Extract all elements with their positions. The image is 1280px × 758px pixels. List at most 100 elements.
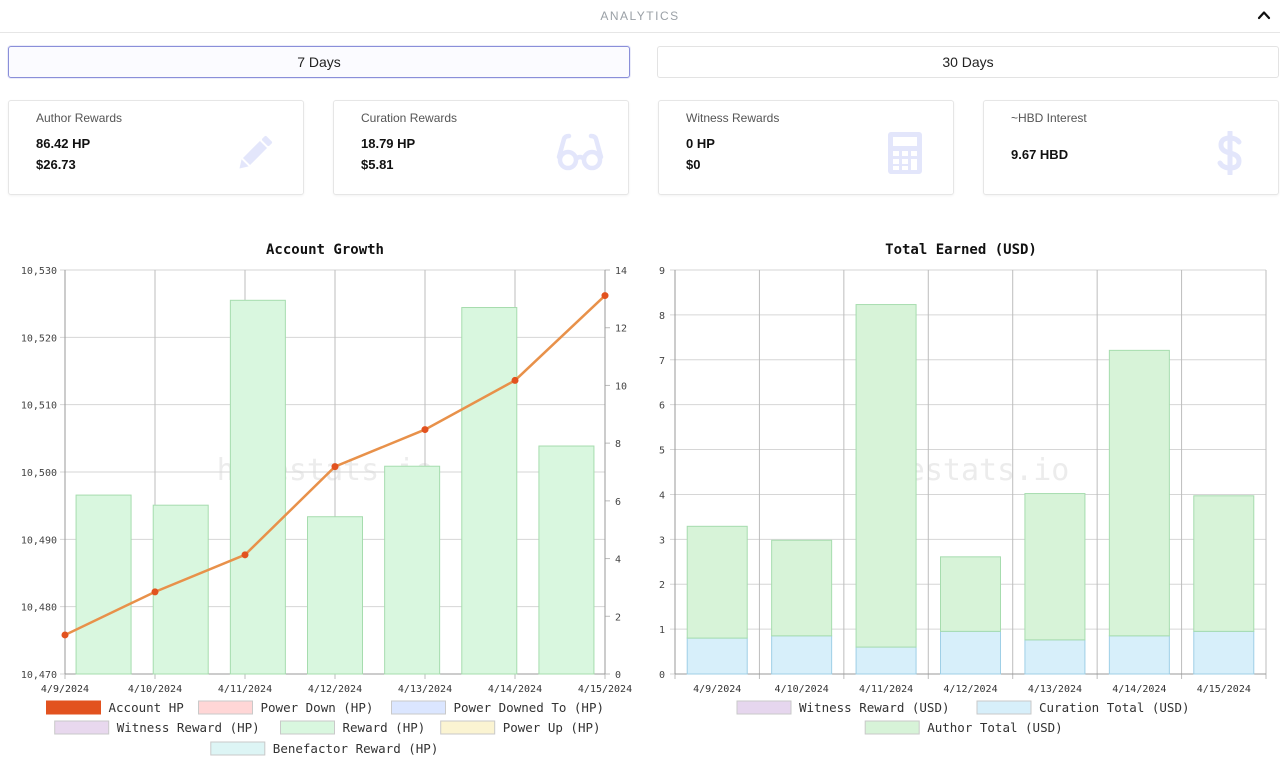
- account-hp-point: [241, 551, 249, 559]
- legend-swatch: [54, 720, 110, 735]
- dollar-icon: [1217, 131, 1242, 175]
- x-tick-label: 4/13/2024: [1028, 684, 1082, 695]
- period-7-days-button[interactable]: 7 Days: [8, 46, 630, 78]
- stacked-bar-segment: [771, 635, 833, 675]
- y-tick-label: 8: [659, 311, 665, 322]
- stacked-bar-segment: [940, 556, 1001, 632]
- y-tick-label: 3: [659, 535, 665, 546]
- legend-swatch: [736, 700, 792, 715]
- chart-title: Total Earned (USD): [885, 242, 1037, 258]
- legend-swatch: [280, 720, 335, 735]
- legend-label: Power Up (HP): [503, 720, 601, 735]
- x-tick-label: 4/11/2024: [859, 684, 913, 695]
- card-label: Witness Rewards: [686, 111, 780, 125]
- stacked-bar-segment: [940, 630, 1001, 675]
- total-earned-chart: Total Earned (USD)hivestats.io0123456789…: [659, 242, 1267, 735]
- x-tick-label: 4/15/2024: [1197, 684, 1251, 695]
- x-tick-label: 4/15/2024: [578, 684, 632, 695]
- legend-label: Power Down (HP): [261, 700, 374, 715]
- card-value-hp: 0 HP: [686, 136, 715, 151]
- stacked-bar-segment: [1108, 635, 1170, 675]
- witness-rewards-card: Witness Rewards 0 HP $0: [658, 100, 954, 195]
- legend-label: Account HP: [109, 700, 184, 715]
- legend-label: Power Downed To (HP): [454, 700, 605, 715]
- stacked-bar-segment: [1108, 349, 1170, 637]
- account-hp-point: [151, 588, 159, 596]
- x-tick-label: 4/9/2024: [693, 684, 741, 695]
- legend-swatch: [391, 700, 446, 715]
- legend-label: Reward (HP): [343, 720, 426, 735]
- y-left-tick-label: 10,510: [21, 401, 57, 412]
- legend-swatch: [440, 720, 496, 735]
- legend-swatch: [46, 700, 101, 715]
- card-value-usd: $0: [686, 157, 701, 172]
- period-30-days-button[interactable]: 30 Days: [657, 46, 1279, 78]
- y-tick-label: 6: [659, 401, 665, 412]
- card-label: Author Rewards: [36, 111, 123, 125]
- author-rewards-card: Author Rewards 86.42 HP $26.73: [8, 100, 304, 195]
- reward-bar: [75, 494, 132, 675]
- card-value-hbd: 9.67 HBD: [1011, 147, 1069, 162]
- y-tick-label: 4: [659, 490, 665, 501]
- reward-bar: [538, 445, 595, 675]
- y-right-tick-label: 14: [615, 266, 627, 277]
- y-left-tick-label: 10,500: [21, 468, 57, 479]
- stacked-bar-segment: [686, 637, 748, 675]
- y-tick-label: 1: [659, 625, 665, 636]
- reward-bar: [384, 465, 441, 675]
- legend-swatch: [210, 741, 266, 756]
- account-growth-chart: Account Growthhivestats.io10,47010,48010…: [21, 242, 632, 756]
- y-right-tick-label: 6: [615, 497, 621, 508]
- stacked-bar-segment: [686, 525, 748, 639]
- stacked-bar-segment: [1024, 493, 1086, 641]
- stacked-bar-segment: [855, 304, 917, 648]
- legend-swatch: [864, 720, 920, 735]
- reward-bar: [461, 307, 518, 675]
- y-left-tick-label: 10,480: [21, 603, 57, 614]
- legend-label: Curation Total (USD): [1039, 700, 1190, 715]
- stacked-bar-segment: [1193, 495, 1255, 632]
- card-value-hp: 18.79 HP: [361, 136, 416, 151]
- legend-label: Witness Reward (HP): [117, 720, 260, 735]
- glasses-icon: [556, 133, 604, 171]
- x-tick-label: 4/14/2024: [1112, 684, 1166, 695]
- stacked-bar-segment: [855, 646, 917, 675]
- y-right-tick-label: 4: [615, 555, 621, 566]
- x-tick-label: 4/11/2024: [218, 684, 272, 695]
- y-right-tick-label: 12: [615, 324, 627, 335]
- x-tick-label: 4/10/2024: [128, 684, 182, 695]
- y-left-tick-label: 10,470: [21, 670, 57, 681]
- account-hp-point: [421, 426, 429, 434]
- pencil-icon: [239, 135, 273, 169]
- x-tick-label: 4/12/2024: [308, 684, 362, 695]
- legend-swatch: [976, 700, 1032, 715]
- chevron-up-icon[interactable]: [1256, 7, 1272, 23]
- card-label: Curation Rewards: [361, 111, 458, 125]
- card-value-hp: 86.42 HP: [36, 136, 91, 151]
- y-right-tick-label: 10: [615, 381, 627, 392]
- calculator-icon: [888, 132, 922, 174]
- x-tick-label: 4/9/2024: [41, 684, 89, 695]
- y-right-tick-label: 8: [615, 439, 621, 450]
- reward-bar: [229, 299, 286, 675]
- legend-label: Benefactor Reward (HP): [273, 741, 439, 756]
- y-left-tick-label: 10,490: [21, 535, 57, 546]
- stacked-bar-segment: [1024, 639, 1086, 675]
- stacked-bar-segment: [771, 539, 833, 637]
- stacked-bar-segment: [1193, 630, 1255, 675]
- x-tick-label: 4/13/2024: [398, 684, 452, 695]
- curation-rewards-card: Curation Rewards 18.79 HP $5.81: [333, 100, 629, 195]
- legend-label: Author Total (USD): [927, 720, 1062, 735]
- legend-swatch: [198, 700, 253, 715]
- y-right-tick-label: 0: [615, 670, 621, 681]
- y-tick-label: 9: [659, 266, 665, 277]
- card-value-usd: $5.81: [361, 157, 394, 172]
- legend-label: Witness Reward (USD): [799, 700, 950, 715]
- account-hp-point: [601, 292, 609, 300]
- y-tick-label: 5: [659, 446, 665, 457]
- chart-title: Account Growth: [266, 242, 384, 258]
- hbd-interest-card: ~HBD Interest 9.67 HBD: [983, 100, 1279, 195]
- account-hp-point: [511, 376, 519, 384]
- y-tick-label: 7: [659, 356, 665, 367]
- reward-bar: [307, 516, 363, 675]
